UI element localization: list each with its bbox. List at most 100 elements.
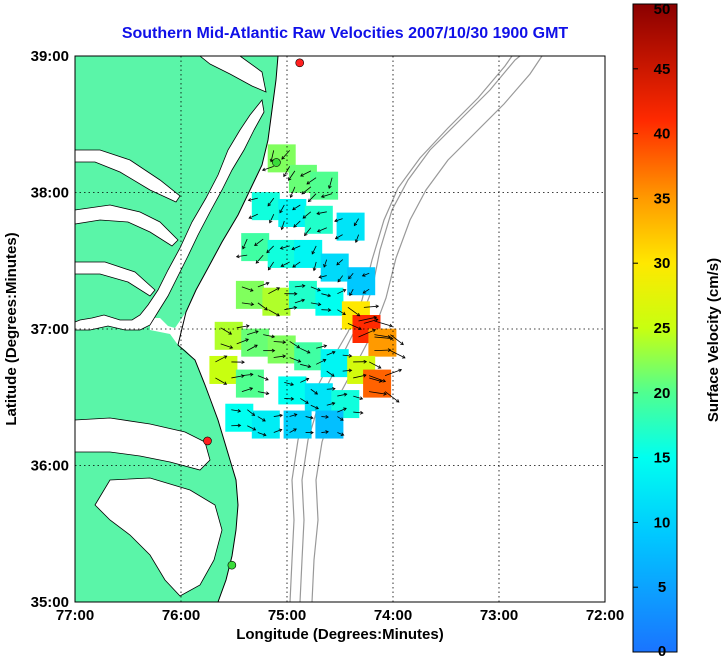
velocity-arrowhead <box>389 323 393 328</box>
velocity-arrowhead <box>359 396 364 401</box>
velocity-arrowhead <box>307 364 312 369</box>
x-axis-ticks: 77:00 76:00 75:00 74:00 73:00 72:00 <box>56 607 624 624</box>
velocity-arrowhead <box>343 392 348 397</box>
velocity-arrow <box>220 327 232 335</box>
velocity-arrowhead <box>290 396 295 401</box>
colorbar-tick-label: 10 <box>654 514 671 531</box>
velocity-arrowhead <box>254 344 258 349</box>
velocity-arrow <box>300 170 312 177</box>
velocity-arrow <box>323 259 328 268</box>
velocity-arrowhead <box>237 409 242 413</box>
contour-2 <box>289 55 513 603</box>
velocity-arrowhead <box>279 209 283 214</box>
velocity-arrowhead <box>311 250 315 255</box>
y-tick-label: 39:00 <box>31 48 69 65</box>
velocity-arrow <box>337 309 346 315</box>
velocity-cell <box>320 253 349 282</box>
velocity-arrowhead <box>317 287 321 292</box>
velocity-cell <box>294 239 323 268</box>
velocity-arrowhead <box>280 263 285 267</box>
velocity-arrow <box>300 378 309 383</box>
velocity-arrow <box>326 351 336 356</box>
velocity-arrowhead <box>280 226 285 231</box>
velocity-cell <box>278 376 307 405</box>
velocity-arrowhead <box>374 318 379 322</box>
velocity-arrow <box>384 391 400 403</box>
y-tick-label: 37:00 <box>31 321 69 338</box>
velocity-arrowhead <box>316 228 321 233</box>
velocity-arrow <box>236 325 249 329</box>
velocity-arrowhead <box>261 167 266 172</box>
velocity-arrow <box>316 211 327 215</box>
colorbar-tick-label: 35 <box>654 190 671 207</box>
velocity-arrowhead <box>358 326 362 331</box>
velocity-arrowhead <box>395 399 400 403</box>
velocity-cell <box>235 369 264 398</box>
velocity-arrow <box>247 344 258 352</box>
velocity-arrowhead <box>296 344 301 349</box>
velocity-arrow <box>273 429 282 433</box>
velocity-arrow <box>281 220 285 230</box>
velocity-arrow <box>349 289 354 296</box>
velocity-arrow <box>215 355 227 363</box>
velocity-arrowhead <box>356 312 361 317</box>
velocity-arrow <box>255 254 264 264</box>
velocity-arrow <box>310 404 319 410</box>
colorbar-tick-label: 15 <box>654 450 671 467</box>
bay-arm-1 <box>74 204 179 247</box>
velocity-arrowhead <box>317 302 322 307</box>
velocity-arrow <box>305 416 314 419</box>
velocity-arrowhead <box>282 340 287 345</box>
velocity-arrowhead <box>382 378 387 383</box>
velocity-arrowhead <box>323 344 328 348</box>
velocity-arrowhead <box>223 381 228 385</box>
pamlico-sound <box>94 477 223 597</box>
x-tick-label: 72:00 <box>586 607 624 624</box>
chart-title: Southern Mid-Atlantic Raw Velocities 200… <box>122 25 569 42</box>
velocity-arrowhead <box>245 338 249 342</box>
velocity-arrow <box>369 361 382 369</box>
velocity-arrow <box>310 286 321 291</box>
velocity-arrowhead <box>373 315 378 320</box>
velocity-arrow <box>241 286 254 292</box>
velocity-arrow <box>269 213 275 224</box>
velocity-arrow <box>336 259 343 266</box>
velocity-arrow <box>281 261 290 267</box>
velocity-arrow <box>321 431 329 433</box>
velocity-arrow <box>311 245 317 255</box>
velocity-arrowhead <box>327 308 332 312</box>
delaware-bay <box>198 55 267 93</box>
velocity-arrowhead <box>265 281 270 286</box>
colorbar-label: Surface Velocity (cm/s) <box>705 258 722 422</box>
velocity-arrow <box>268 261 275 271</box>
velocity-arrow <box>304 227 312 236</box>
velocity-arrowhead <box>302 215 307 219</box>
velocity-arrow <box>337 416 344 421</box>
velocity-arrowhead <box>281 156 285 160</box>
velocity-arrow <box>355 234 359 243</box>
velocity-arrow <box>353 218 359 226</box>
velocity-arrowhead <box>323 263 327 268</box>
velocity-arrow <box>342 354 352 357</box>
velocity-arrowhead <box>383 391 387 396</box>
velocity-arrowhead <box>401 355 406 359</box>
velocity-arrowhead <box>269 219 273 224</box>
velocity-arrow <box>289 341 300 349</box>
velocity-arrow <box>369 377 382 382</box>
velocity-arrow <box>321 416 329 418</box>
velocity-arrow <box>291 245 301 250</box>
velocity-arrowhead <box>342 311 346 315</box>
velocity-cell <box>214 321 243 350</box>
velocity-arrow <box>270 150 275 162</box>
velocity-arrow <box>220 343 233 349</box>
velocity-arrow <box>284 398 294 400</box>
colorbar-tick-label: 20 <box>654 385 671 402</box>
velocity-arrowhead <box>292 264 296 268</box>
station-marker <box>203 436 212 446</box>
velocity-arrowhead <box>334 235 339 240</box>
velocity-arrow <box>308 193 317 202</box>
velocity-arrowhead <box>340 432 345 436</box>
velocity-arrow <box>301 186 312 195</box>
velocity-cell <box>262 287 291 316</box>
velocity-arrowhead <box>276 312 280 317</box>
